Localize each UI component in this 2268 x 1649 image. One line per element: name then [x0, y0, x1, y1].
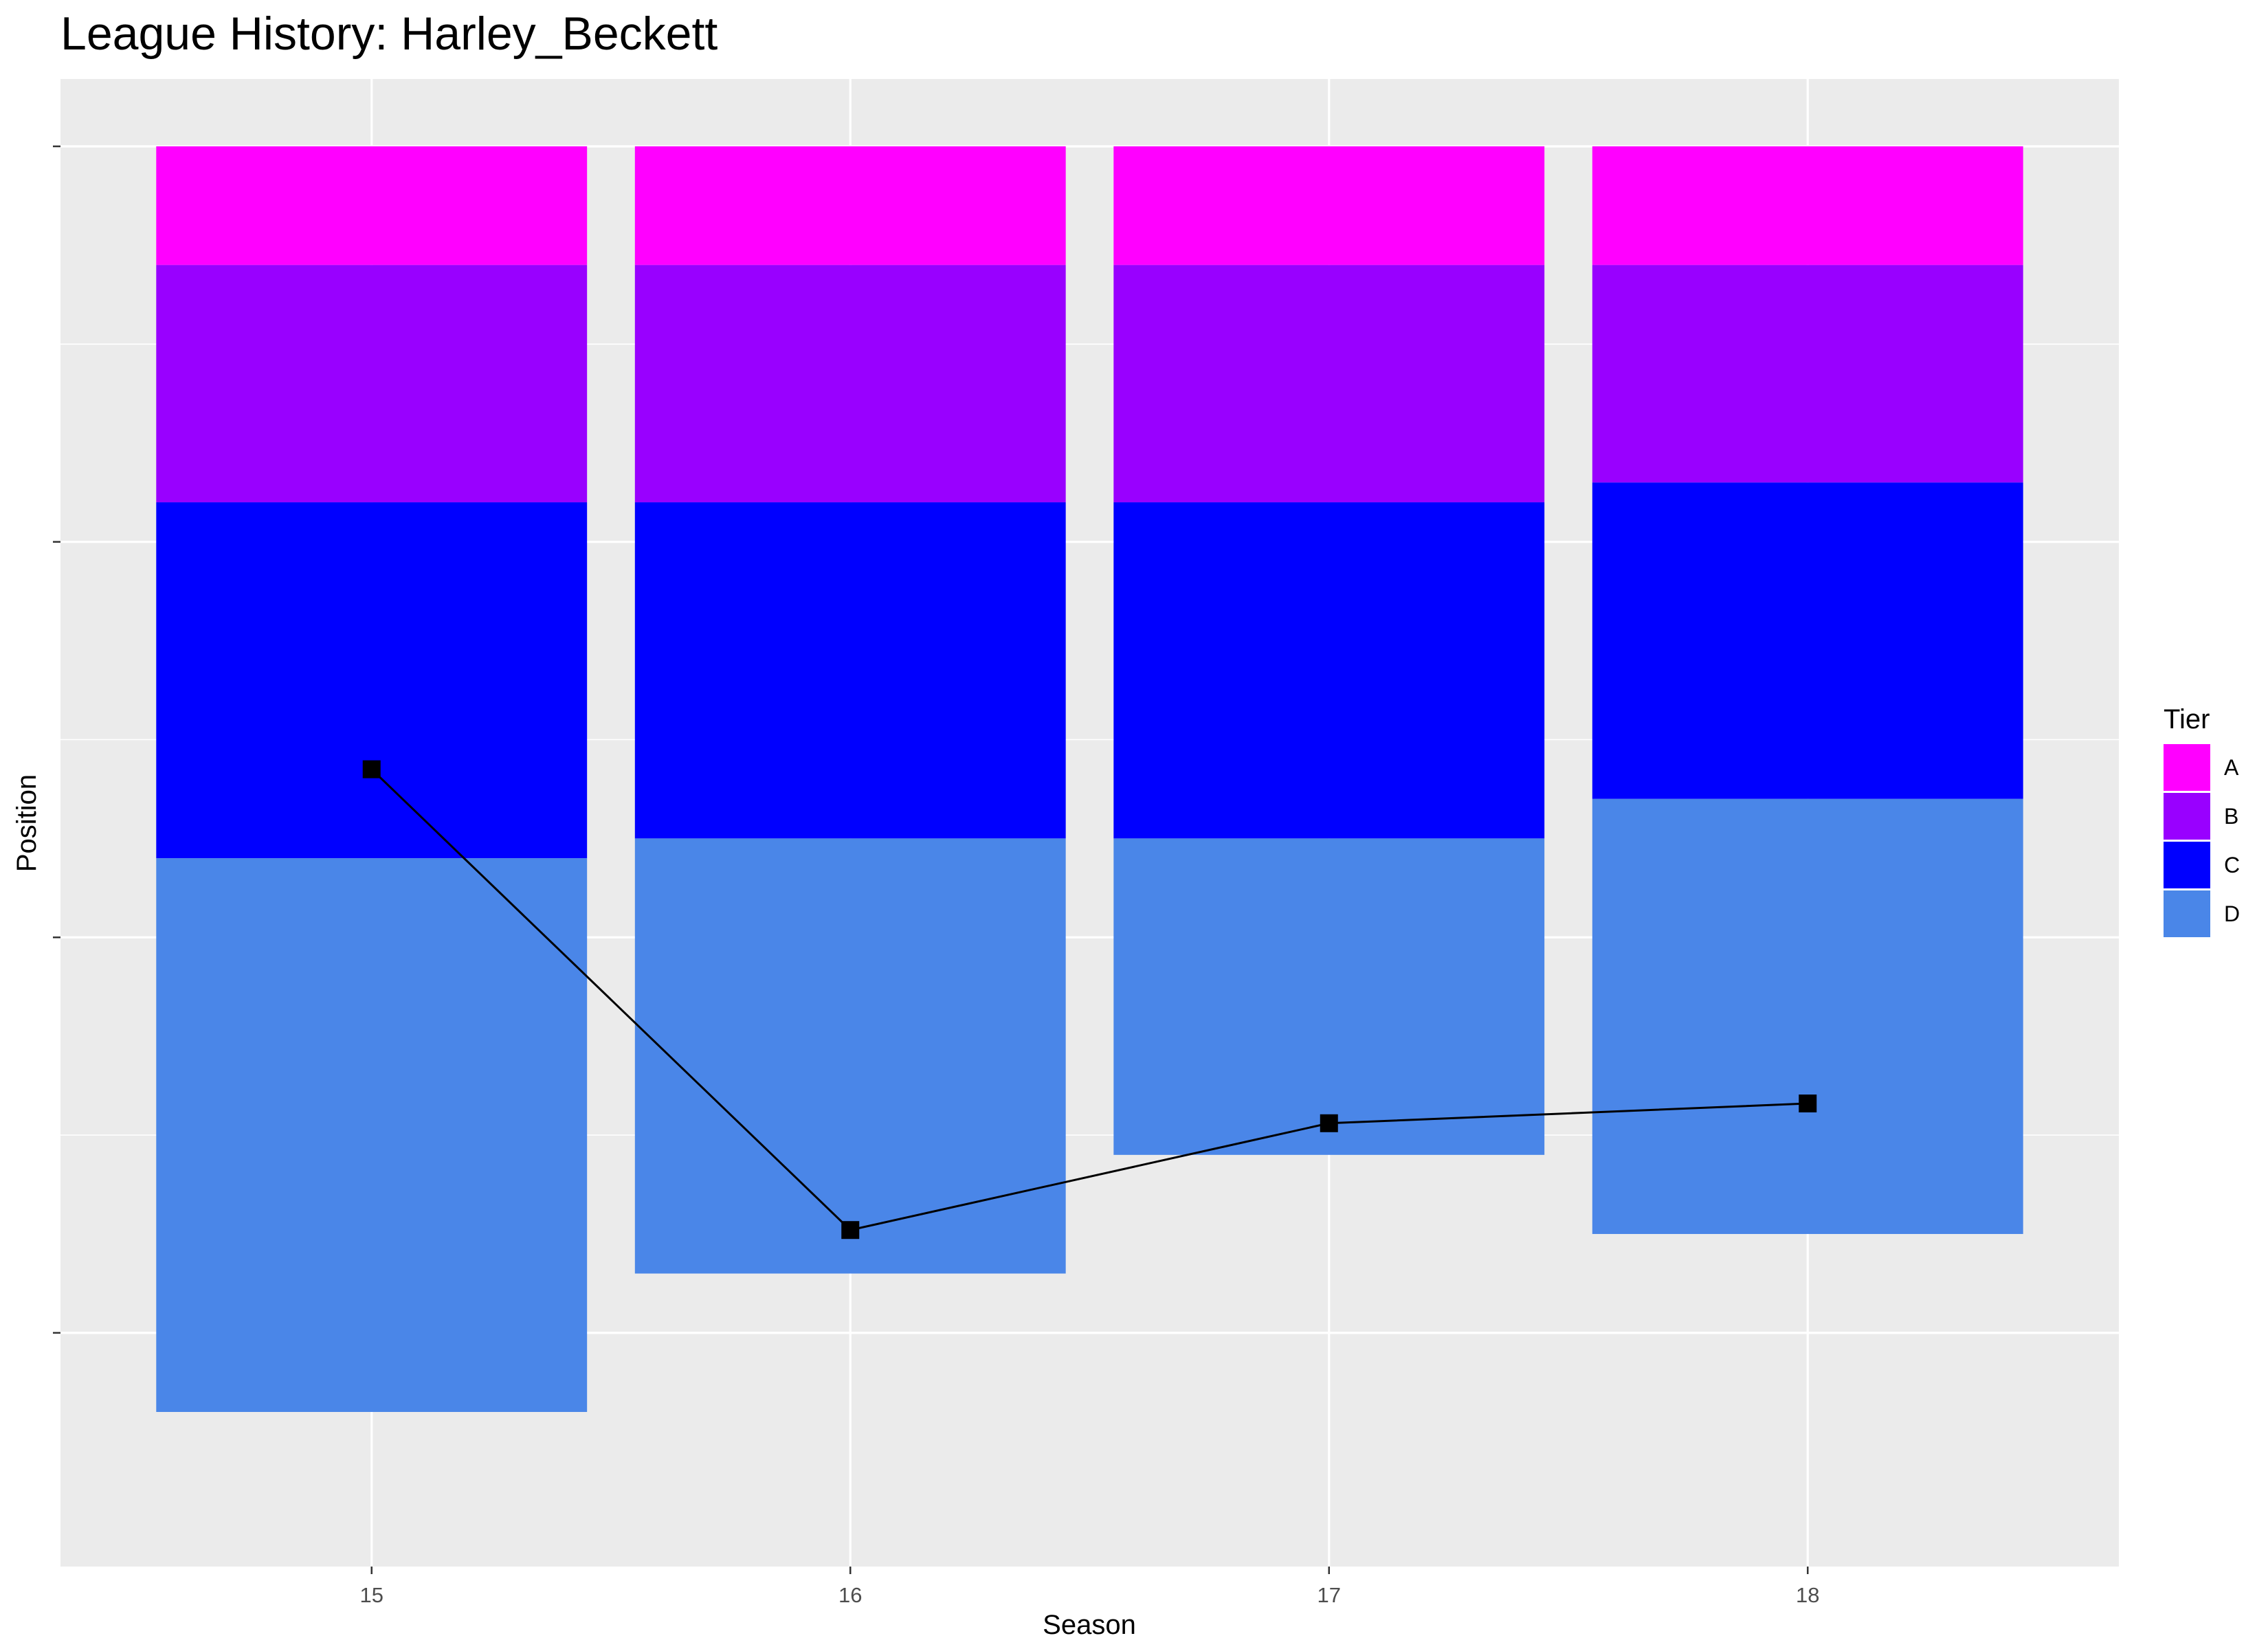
legend-key-C	[2164, 842, 2210, 888]
position-point-season-17	[1320, 1114, 1338, 1132]
x-tick-label: 18	[1796, 1583, 1819, 1607]
x-axis-title: Season	[1043, 1610, 1136, 1640]
bar-season-18-tier-C	[1592, 482, 2023, 799]
axes: 15 16 17 18	[53, 145, 1820, 1607]
position-point-season-18	[1799, 1095, 1817, 1113]
y-axis-title: Position	[12, 774, 42, 872]
legend-key-B	[2164, 793, 2210, 840]
legend-key-A	[2164, 744, 2210, 791]
x-tick-label: 16	[838, 1583, 862, 1607]
bar-season-16-tier-B	[634, 265, 1066, 503]
bar-season-18-tier-D	[1592, 798, 2023, 1234]
bar-season-18-tier-A	[1592, 146, 2023, 265]
bar-season-17-tier-C	[1113, 502, 1545, 839]
legend-label-C: C	[2224, 853, 2240, 877]
bar-season-16-tier-D	[634, 838, 1066, 1274]
bar-season-15-tier-A	[156, 146, 588, 265]
chart-title: League History: Harley_Beckett	[60, 8, 718, 60]
bar-season-17-tier-D	[1113, 838, 1545, 1155]
position-point-season-16	[841, 1221, 860, 1239]
bar-season-15-tier-B	[156, 265, 588, 503]
bar-season-15-tier-D	[156, 858, 588, 1412]
legend-key-D	[2164, 890, 2210, 937]
legend-label-D: D	[2224, 901, 2240, 926]
bar-season-17-tier-B	[1113, 265, 1545, 503]
position-line	[370, 768, 1808, 1231]
bar-season-16-tier-C	[634, 502, 1066, 839]
legend-label-A: A	[2224, 755, 2239, 780]
x-tick-label: 17	[1318, 1583, 1341, 1607]
position-point-season-15	[362, 760, 381, 778]
bar-layer	[156, 146, 2023, 1412]
legend-label-B: B	[2224, 804, 2238, 829]
bar-season-15-tier-C	[156, 502, 588, 859]
legend-title: Tier	[2164, 704, 2210, 734]
position-line-layer	[362, 760, 1817, 1239]
x-tick-label: 15	[359, 1583, 383, 1607]
bar-season-18-tier-B	[1592, 265, 2023, 483]
bar-season-17-tier-A	[1113, 146, 1545, 265]
bar-season-16-tier-A	[634, 146, 1066, 265]
